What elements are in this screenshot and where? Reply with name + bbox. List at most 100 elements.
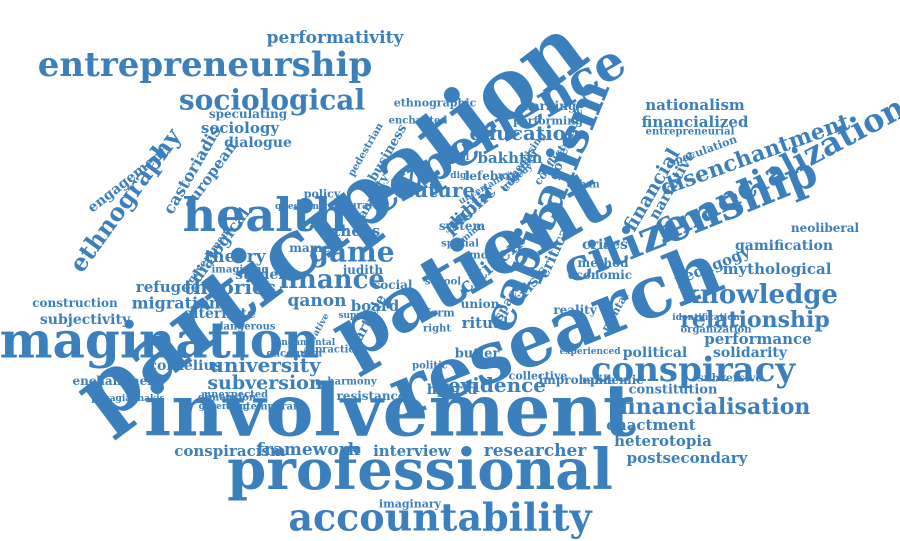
cloud-word-enchanted: enchanted: [389, 116, 448, 127]
cloud-word-unexpected: unexpected: [204, 390, 268, 401]
cloud-word-nationalism: nationalism: [645, 96, 745, 114]
cloud-word-enchantment: enchantment: [72, 374, 161, 388]
cloud-word-board: board: [351, 297, 400, 315]
cloud-word-form: form: [425, 307, 455, 320]
cloud-word-qanon: qanon: [288, 291, 347, 311]
cloud-word-subversive: subversive: [698, 372, 763, 385]
cloud-word-relationship: relationship: [680, 307, 830, 333]
cloud-word-entrepreneurship: entrepreneurship: [38, 45, 372, 85]
cloud-word-involvement: involvement: [144, 368, 636, 453]
cloud-word-athens: athens: [324, 222, 380, 240]
cloud-word-capital: capital: [435, 153, 470, 163]
cloud-word-experienced: experienced: [559, 347, 621, 357]
cloud-word-imagining: imagining: [212, 265, 269, 276]
cloud-word-university: university: [209, 353, 322, 377]
cloud-word-system: system: [439, 219, 486, 233]
cloud-word-support: support: [338, 311, 378, 321]
cloud-word-policy: policy: [304, 188, 341, 201]
cloud-word-constitution: constitution: [629, 383, 718, 398]
cloud-word-performing: performing: [513, 115, 583, 128]
cloud-word-speculating: speculating: [209, 107, 288, 121]
cloud-word-urban: urban: [566, 180, 600, 191]
cloud-word-question: question: [275, 202, 319, 212]
cloud-word-spatial: spatial: [441, 239, 479, 250]
cloud-word-imagination: imagination: [0, 311, 319, 370]
cloud-word-reality: reality: [553, 303, 597, 317]
cloud-word-encounter: encounter: [266, 349, 324, 360]
cloud-word-knowledge: knowledge: [682, 280, 838, 310]
cloud-word-mames: mames: [289, 241, 337, 255]
cloud-word-entrepreneurial: entrepreneurial: [646, 127, 735, 138]
cloud-word-butler: butler: [455, 347, 500, 362]
cloud-word-gamification: gamification: [735, 238, 833, 254]
cloud-word-learning: learning: [520, 99, 577, 113]
cloud-word-identification: identification: [672, 313, 740, 323]
cloud-word-imaginary: imaginary: [379, 498, 442, 511]
cloud-word-education: education: [469, 121, 581, 145]
cloud-word-neoliberal: neoliberal: [791, 221, 860, 235]
cloud-word-right: right: [423, 324, 451, 335]
cloud-word-papagiannakis: papagiannakis: [91, 394, 164, 404]
cloud-word-crises: crises: [582, 237, 628, 253]
cloud-word-interview: interview: [373, 442, 452, 460]
cloud-word-enactment: enactment: [606, 416, 696, 434]
cloud-word-dangerous: dangerous: [217, 322, 276, 333]
cloud-word-ethnographic: ethnographic: [394, 97, 477, 110]
cloud-word-improbable: improbable: [539, 373, 616, 387]
cloud-word-finance: finance: [279, 265, 385, 295]
cloud-word-resistance: resistance: [336, 389, 405, 403]
cloud-word-union: union: [461, 297, 500, 311]
cloud-word-dialogue: dialogue: [224, 135, 292, 151]
cloud-word-political: political: [623, 345, 687, 361]
cloud-word-dimension: dimension: [198, 393, 257, 404]
cloud-word-sociological: sociological: [179, 84, 365, 117]
cloud-word-contemporary: contemporary: [226, 402, 305, 413]
cloud-word-practice: practice: [315, 345, 361, 356]
cloud-word-subjectivity: subjectivity: [40, 312, 131, 328]
cloud-word-researcher: researcher: [484, 441, 588, 461]
cloud-word-performativity: performativity: [267, 28, 405, 48]
cloud-word-bakhtin: bakhtin: [477, 149, 542, 167]
cloud-word-lefebvre: lefebvre: [465, 169, 520, 183]
cloud-word-digi: digi: [450, 171, 470, 181]
cloud-word-social: social: [374, 278, 413, 292]
cloud-word-collective: collective: [509, 370, 568, 383]
cloud-word-method: method: [578, 256, 630, 270]
cloud-word-alternate: alternate: [184, 306, 256, 322]
cloud-word-organization: organization: [681, 325, 753, 336]
cloud-word-migration: migration: [132, 294, 221, 313]
cloud-word-governing: governing: [199, 402, 250, 412]
cloud-word-financialisation: financialisation: [620, 394, 811, 420]
cloud-word-mythological: mythological: [723, 260, 832, 278]
cloud-word-theory: theory: [204, 247, 266, 267]
cloud-word-harmony: harmony: [327, 377, 378, 388]
cloud-word-professional: professional: [227, 437, 613, 503]
cloud-word-heterotopia: heterotopia: [614, 432, 712, 450]
cloud-word-school: school: [425, 277, 461, 288]
cloud-word-economic: economic: [568, 268, 632, 282]
cloud-word-fundamental: fundamental: [271, 338, 336, 348]
cloud-word-solidarity: solidarity: [713, 345, 788, 361]
cloud-word-health: health: [183, 188, 348, 242]
cloud-word-conspiracism: conspiracism: [174, 442, 286, 460]
cloud-word-judith: judith: [342, 263, 384, 277]
cloud-word-more: more: [469, 249, 501, 262]
cloud-word-construction: construction: [32, 296, 118, 310]
cloud-word-student: student: [235, 267, 295, 283]
cloud-word-game: game: [309, 236, 394, 269]
cloud-word-theories: theories: [184, 275, 276, 299]
cloud-word-performance: performance: [704, 330, 811, 348]
cloud-word-cultural: cultural: [328, 201, 373, 212]
cloud-word-evidence: evidence: [448, 373, 546, 397]
cloud-word-hybrid: hybrid: [427, 382, 478, 398]
cloud-word-future: future: [405, 178, 475, 202]
cloud-word-postsecondary: postsecondary: [627, 449, 749, 467]
cloud-word-cornelius: cornelius: [148, 358, 221, 374]
cloud-word-accountability: accountability: [288, 495, 592, 540]
cloud-word-politic: politic: [412, 361, 448, 372]
cloud-word-framework: framework: [257, 440, 361, 460]
cloud-word-conspiracy: conspiracy: [591, 350, 797, 390]
cloud-word-financialized: financialized: [642, 113, 749, 131]
cloud-word-sociology: sociology: [201, 119, 280, 137]
